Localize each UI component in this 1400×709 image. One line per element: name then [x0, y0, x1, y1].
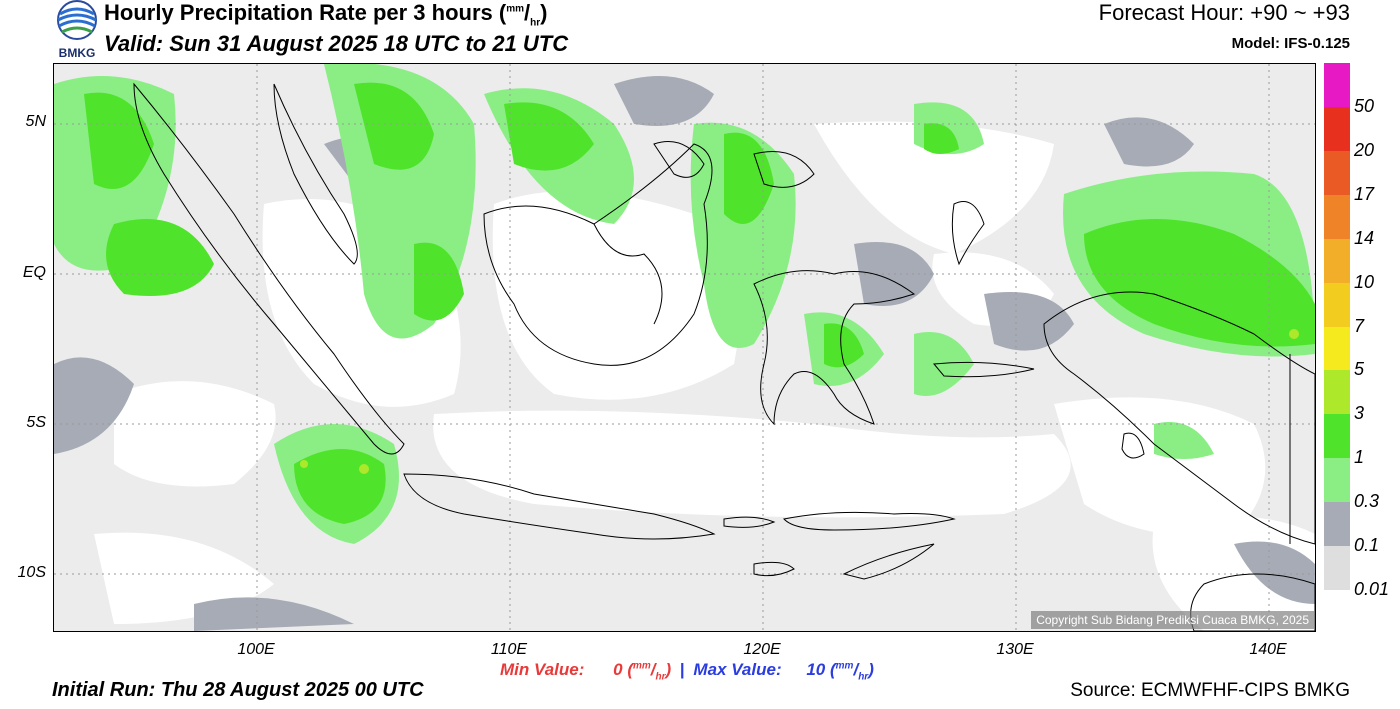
coastlines: [133, 82, 1315, 631]
legend-swatch: [1324, 150, 1350, 196]
copyright-notice: Copyright Sub Bidang Prediksi Cuaca BMKG…: [1031, 611, 1314, 629]
initial-run: Initial Run: Thu 28 August 2025 00 UTC: [52, 679, 424, 701]
min-value: 0: [613, 660, 623, 679]
intense-rain-spots: [300, 329, 1299, 474]
legend-label: 7: [1354, 315, 1365, 336]
min-value-label: Min Value:: [500, 660, 585, 679]
legend-swatch: [1324, 106, 1350, 152]
color-legend-bar: [1324, 63, 1350, 591]
legend-label: 1: [1354, 447, 1365, 468]
legend-swatch: [1324, 194, 1350, 240]
legend-label: 50: [1354, 95, 1375, 116]
valid-period: Valid: Sun 31 August 2025 18 UTC to 21 U…: [104, 31, 569, 56]
legend-swatch: [1324, 63, 1350, 108]
legend-swatch: [1324, 502, 1350, 547]
legend-label: 14: [1354, 227, 1375, 248]
lat-tick-5s: 5S: [26, 414, 46, 431]
min-max-values: Min Value: 0 (mm/hr) | Max Value: 10 (mm…: [500, 660, 874, 683]
graticule: [54, 64, 1315, 631]
model-label: Model: IFS-0.125: [1231, 35, 1350, 52]
page-title: Hourly Precipitation Rate per 3 hours (m…: [104, 0, 548, 29]
legend-label: 5: [1354, 359, 1365, 380]
lon-tick-100e: 100E: [237, 641, 275, 658]
max-value: 10: [806, 660, 826, 679]
legend-swatch: [1324, 282, 1350, 327]
heavy-rain-areas: [84, 82, 1315, 524]
legend-label: 0.01: [1354, 579, 1390, 599]
legend-label: 0.3: [1354, 491, 1380, 512]
legend-swatch: [1324, 546, 1350, 591]
legend-label: 3: [1354, 403, 1365, 424]
legend-swatch: [1324, 414, 1350, 459]
legend-swatch: [1324, 370, 1350, 415]
legend-swatch: [1324, 326, 1350, 371]
logo-text: BMKG: [58, 46, 96, 60]
lon-tick-120e: 120E: [743, 641, 781, 658]
lat-tick-10s: 10S: [17, 564, 46, 581]
legend-label: 20: [1354, 139, 1375, 160]
data-source: Source: ECMWFHF-CIPS BMKG: [1070, 680, 1350, 701]
legend-label: 10: [1354, 271, 1375, 292]
bmkg-logo: [57, 0, 97, 40]
lon-tick-110e: 110E: [490, 641, 528, 658]
legend-swatch: [1324, 458, 1350, 503]
legend-swatch: [1324, 238, 1350, 284]
max-value-label: Max Value:: [693, 660, 782, 679]
lat-tick-eq: EQ: [22, 264, 46, 281]
legend-label: 0.1: [1354, 535, 1380, 556]
lon-tick-130e: 130E: [996, 641, 1034, 658]
map-canvas: [54, 64, 1315, 631]
legend-label: 17: [1354, 183, 1375, 204]
lat-tick-5n: 5N: [25, 113, 46, 130]
lon-tick-140e: 140E: [1249, 641, 1287, 658]
precipitation-map: [53, 63, 1316, 632]
forecast-hour: Forecast Hour: +90 ~ +93: [1098, 0, 1350, 25]
value-separator: |: [679, 660, 685, 679]
